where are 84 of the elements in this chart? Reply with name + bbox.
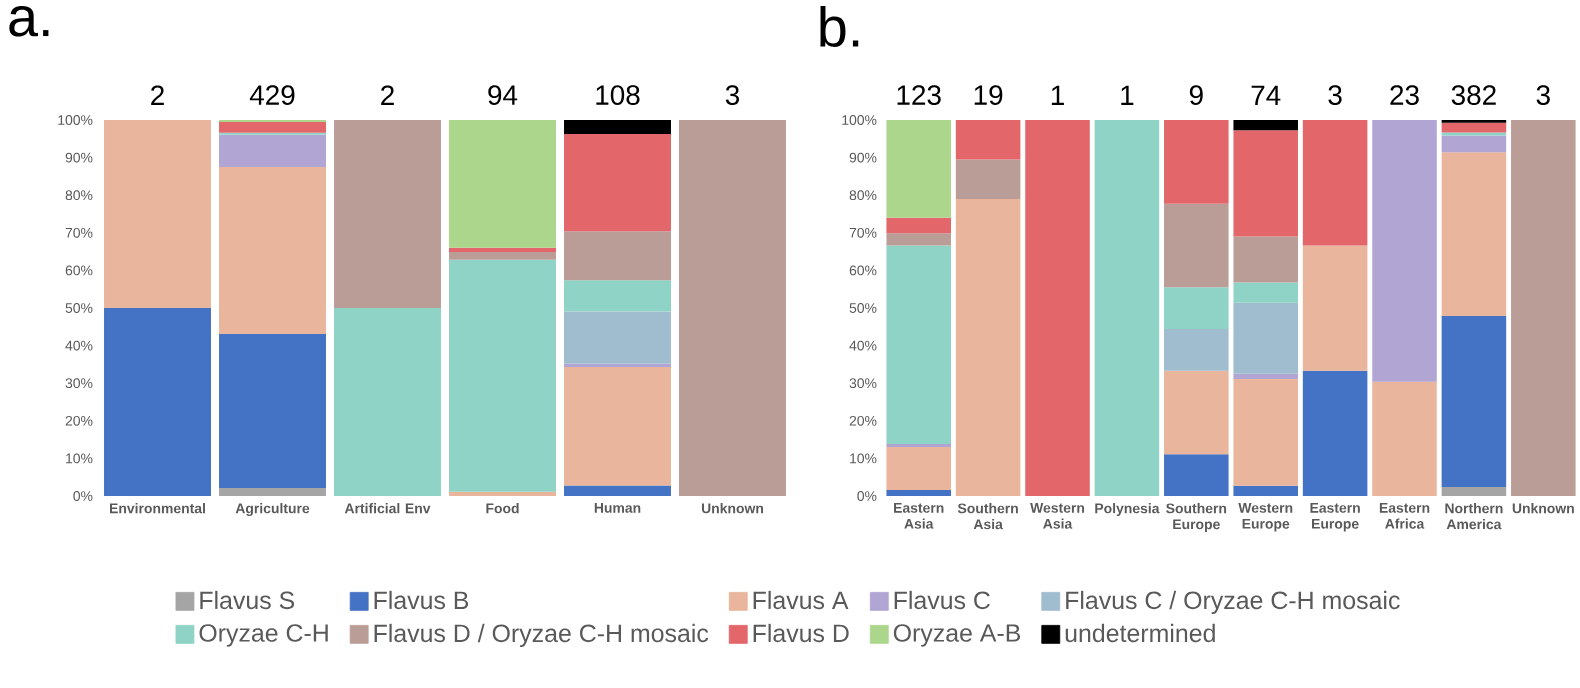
- bar: [1164, 119, 1229, 204]
- bar: [955, 119, 1021, 160]
- bar: [1302, 370, 1368, 496]
- chart-title: b.: [820, 6, 859, 47]
- bar: [1233, 236, 1298, 283]
- bar: [449, 251, 556, 260]
- bar: [1302, 245, 1368, 371]
- bar: [886, 489, 951, 496]
- annotation: 382: [1451, 85, 1496, 105]
- bar: [1441, 152, 1507, 316]
- bar: [1441, 135, 1507, 153]
- bar: [564, 367, 671, 486]
- bar: [886, 245, 951, 445]
- legend-label: Flavus A: [753, 590, 849, 610]
- legend-label: Flavus D: [753, 623, 849, 643]
- bar: [1164, 370, 1229, 455]
- bar: [1441, 122, 1507, 133]
- legend-label: Flavus B: [374, 590, 469, 610]
- bar: [449, 119, 556, 248]
- bar: [1302, 119, 1368, 246]
- annotation: 3: [725, 85, 740, 105]
- annotation: 3: [1536, 85, 1550, 105]
- bar: [104, 308, 211, 496]
- bar: [1233, 130, 1298, 237]
- bar: [219, 488, 326, 496]
- bar: [219, 121, 326, 133]
- annotation: 429: [249, 85, 295, 105]
- bar: [886, 119, 951, 218]
- bar: [564, 119, 671, 134]
- annotation: 108: [596, 85, 640, 105]
- bar: [1441, 486, 1507, 496]
- legend-label: Flavus C / Oryzae C-H mosaic: [1066, 590, 1400, 615]
- bar: [1164, 287, 1229, 330]
- bar: [1025, 119, 1090, 496]
- annotation: 23: [1390, 85, 1419, 105]
- bar: [679, 119, 786, 496]
- legend-label: Flavus D / Oryzae C-H mosaic: [374, 623, 709, 648]
- bar: [1511, 119, 1576, 496]
- annotation: 2: [381, 85, 394, 105]
- bar: [219, 166, 326, 334]
- bar: [334, 308, 441, 496]
- annotation: 1: [1051, 85, 1064, 105]
- bar: [1164, 203, 1229, 288]
- annotation: 19: [974, 85, 1003, 105]
- chart-title: a.: [9, 6, 49, 37]
- bar: [1233, 373, 1298, 380]
- bar: [886, 217, 951, 234]
- bar: [564, 280, 671, 312]
- bar: [1441, 315, 1507, 487]
- annotation: 3: [1328, 85, 1342, 105]
- bar: [564, 311, 671, 364]
- bar: [955, 159, 1021, 199]
- bar: [1164, 454, 1229, 496]
- annotation: 2: [151, 85, 164, 105]
- legend-label: Oryzae C-H: [199, 624, 328, 647]
- bar: [1094, 119, 1160, 496]
- bar: [886, 447, 951, 490]
- bar: [1233, 119, 1298, 131]
- legend-label: Flavus C: [894, 590, 990, 610]
- bar: [886, 233, 951, 246]
- bar: [564, 485, 671, 496]
- legend-label: Flavus S: [200, 590, 295, 610]
- annotation: 74: [1251, 85, 1281, 105]
- bar: [104, 119, 211, 308]
- bar: [1372, 381, 1437, 496]
- annotation: 1: [1121, 85, 1134, 105]
- bar: [1233, 282, 1298, 303]
- annotation: 94: [488, 85, 518, 105]
- legend-label: undetermined: [1065, 623, 1215, 643]
- bar: [219, 134, 326, 167]
- bar: [1233, 485, 1298, 496]
- legend-label: Oryzae A-B: [893, 624, 1021, 647]
- bar: [334, 119, 441, 308]
- bar: [1164, 329, 1229, 371]
- bar: [1233, 302, 1298, 374]
- bar: [219, 333, 326, 489]
- bar: [449, 259, 556, 492]
- bar: [1372, 119, 1437, 382]
- bar: [1233, 379, 1298, 486]
- bar: [955, 198, 1021, 496]
- annotation: 9: [1189, 85, 1203, 105]
- annotation: 123: [897, 85, 941, 105]
- bar: [564, 133, 671, 232]
- bar: [564, 231, 671, 281]
